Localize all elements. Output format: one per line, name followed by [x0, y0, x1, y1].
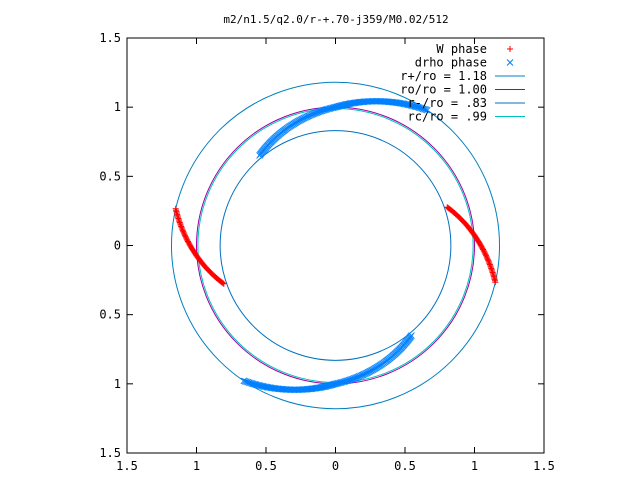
y-tick-label: 0	[114, 239, 121, 253]
data-point	[507, 46, 513, 52]
data-point	[485, 257, 492, 264]
data-point	[179, 226, 186, 233]
reference-circles	[170, 81, 501, 410]
legend-label: ro/ro = 1.00	[400, 83, 487, 97]
x-tick-label: 1	[193, 459, 200, 473]
series-0	[172, 204, 499, 287]
x-tick-label: 1.5	[116, 459, 138, 473]
x-tick-label: 0.5	[394, 459, 416, 473]
legend-label: W phase	[436, 42, 487, 56]
data-point	[484, 256, 491, 263]
series-1	[240, 97, 431, 394]
data-point	[486, 260, 493, 267]
data-point	[404, 101, 412, 109]
axis-ticks: 1.5 1 0.5 0 0.5 1 1.51.510.500.511.5	[99, 31, 555, 473]
data-point	[178, 224, 185, 231]
y-tick-label: 1	[114, 377, 121, 391]
data-point	[403, 101, 411, 108]
circle-2	[219, 130, 452, 361]
x-tick-label: 0	[332, 459, 339, 473]
x-tick-label: 1	[471, 459, 478, 473]
data-point	[259, 382, 267, 390]
data-point	[329, 381, 337, 388]
x-tick-label: 0.5	[255, 459, 277, 473]
y-tick-label: 0.5	[99, 308, 121, 322]
data-point	[492, 279, 499, 286]
data-point	[408, 332, 415, 339]
data-point	[483, 253, 490, 260]
legend-label: r-/ro = .83	[408, 96, 487, 110]
y-tick-label: 0.5	[99, 169, 121, 183]
data-point	[180, 228, 187, 235]
data-point	[179, 227, 186, 234]
data-series	[172, 97, 499, 394]
y-tick-label: 1.5	[99, 446, 121, 460]
y-tick-label: 1	[114, 100, 121, 114]
x-tick-label: 1.5	[533, 459, 555, 473]
legend-label: rc/ro = .99	[408, 110, 487, 124]
data-point	[484, 255, 491, 262]
legend-label: r+/ro = 1.18	[400, 69, 487, 83]
data-point	[334, 103, 342, 110]
data-point	[330, 380, 338, 388]
data-point	[172, 205, 179, 212]
data-point	[485, 258, 492, 265]
y-tick-label: 1.5	[99, 31, 121, 45]
circle-3	[197, 108, 474, 383]
legend-label: drho phase	[415, 56, 487, 70]
data-point	[333, 103, 341, 111]
data-point	[506, 59, 514, 66]
circle-0	[170, 81, 501, 410]
data-point	[181, 231, 188, 238]
data-point	[256, 152, 263, 159]
data-point	[180, 229, 187, 236]
data-point	[260, 383, 268, 390]
chart-title: m2/n1.5/q2.0/r-+.70-j359/M0.02/512	[223, 13, 448, 26]
